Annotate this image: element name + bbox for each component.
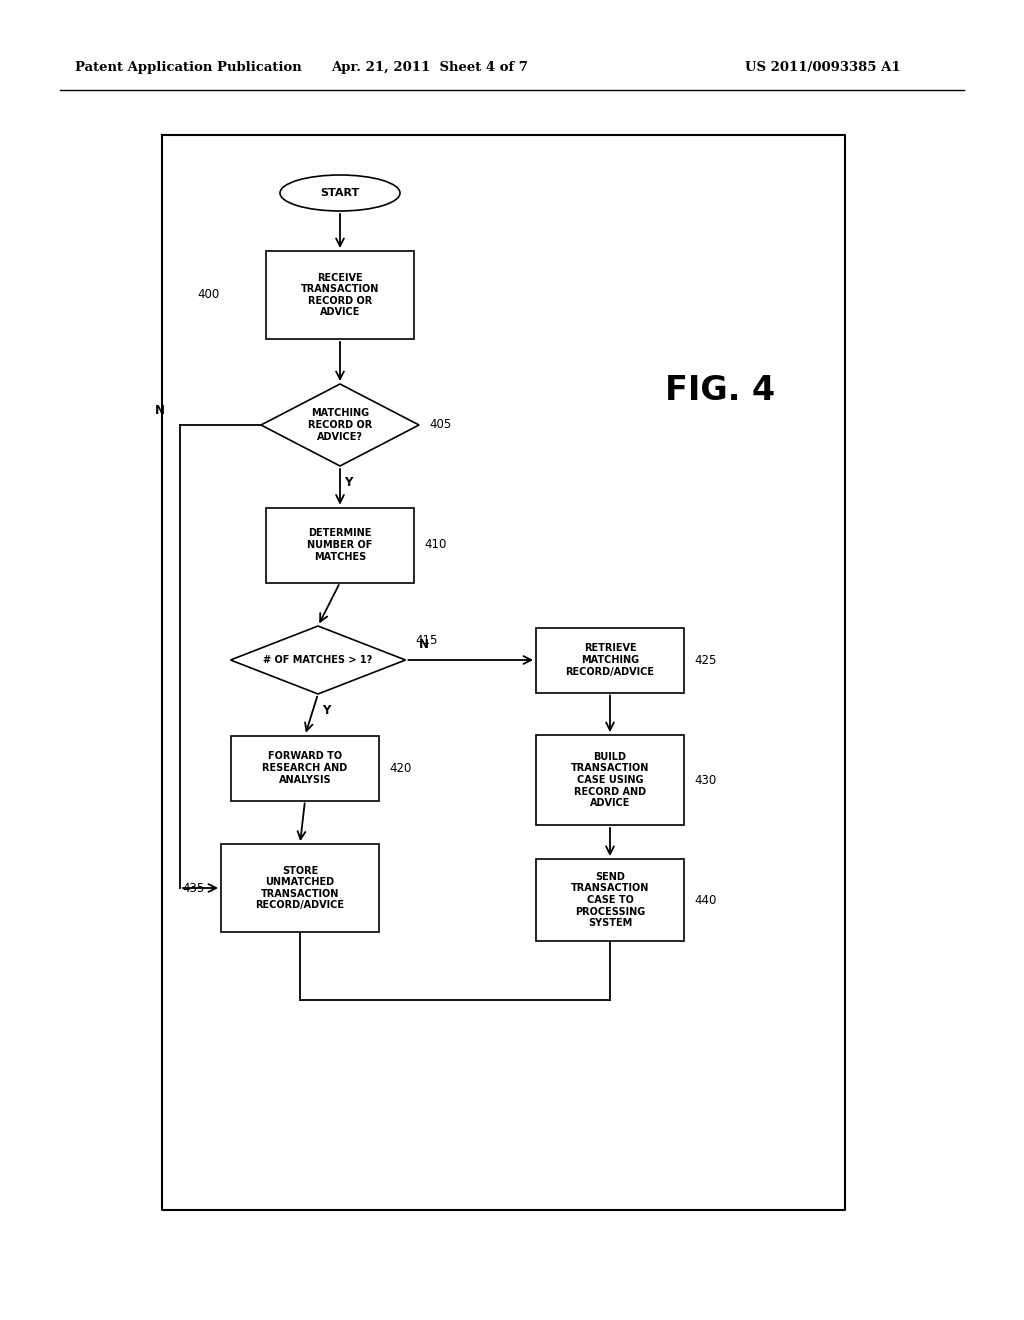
Ellipse shape (280, 176, 400, 211)
Text: FORWARD TO
RESEARCH AND
ANALYSIS: FORWARD TO RESEARCH AND ANALYSIS (262, 751, 347, 784)
FancyBboxPatch shape (266, 507, 414, 582)
Text: DETERMINE
NUMBER OF
MATCHES: DETERMINE NUMBER OF MATCHES (307, 528, 373, 561)
Text: MATCHING
RECORD OR
ADVICE?: MATCHING RECORD OR ADVICE? (308, 408, 372, 442)
Text: 425: 425 (694, 653, 717, 667)
Text: N: N (419, 638, 428, 651)
FancyBboxPatch shape (231, 735, 379, 800)
Text: 440: 440 (694, 894, 717, 907)
Text: Patent Application Publication: Patent Application Publication (75, 62, 302, 74)
Text: 405: 405 (429, 418, 452, 432)
Text: Y: Y (344, 475, 352, 488)
FancyBboxPatch shape (536, 627, 684, 693)
FancyBboxPatch shape (221, 843, 379, 932)
Text: Apr. 21, 2011  Sheet 4 of 7: Apr. 21, 2011 Sheet 4 of 7 (332, 62, 528, 74)
Text: 420: 420 (389, 762, 412, 775)
Text: 415: 415 (416, 634, 438, 647)
Polygon shape (230, 626, 406, 694)
Polygon shape (261, 384, 419, 466)
FancyBboxPatch shape (536, 859, 684, 941)
Text: STORE
UNMATCHED
TRANSACTION
RECORD/ADVICE: STORE UNMATCHED TRANSACTION RECORD/ADVIC… (256, 866, 344, 911)
Text: 410: 410 (424, 539, 446, 552)
Text: N: N (155, 404, 165, 417)
Text: 400: 400 (198, 289, 220, 301)
Text: SEND
TRANSACTION
CASE TO
PROCESSING
SYSTEM: SEND TRANSACTION CASE TO PROCESSING SYST… (570, 871, 649, 928)
Text: 435: 435 (182, 882, 205, 895)
Text: FIG. 4: FIG. 4 (665, 374, 775, 407)
Text: # OF MATCHES > 1?: # OF MATCHES > 1? (263, 655, 373, 665)
Text: RECEIVE
TRANSACTION
RECORD OR
ADVICE: RECEIVE TRANSACTION RECORD OR ADVICE (301, 273, 379, 317)
Text: US 2011/0093385 A1: US 2011/0093385 A1 (745, 62, 901, 74)
Text: RETRIEVE
MATCHING
RECORD/ADVICE: RETRIEVE MATCHING RECORD/ADVICE (565, 643, 654, 677)
Text: 430: 430 (694, 774, 716, 787)
Text: Y: Y (322, 704, 330, 717)
FancyBboxPatch shape (536, 735, 684, 825)
FancyBboxPatch shape (266, 251, 414, 339)
Text: START: START (321, 187, 359, 198)
Text: BUILD
TRANSACTION
CASE USING
RECORD AND
ADVICE: BUILD TRANSACTION CASE USING RECORD AND … (570, 752, 649, 808)
